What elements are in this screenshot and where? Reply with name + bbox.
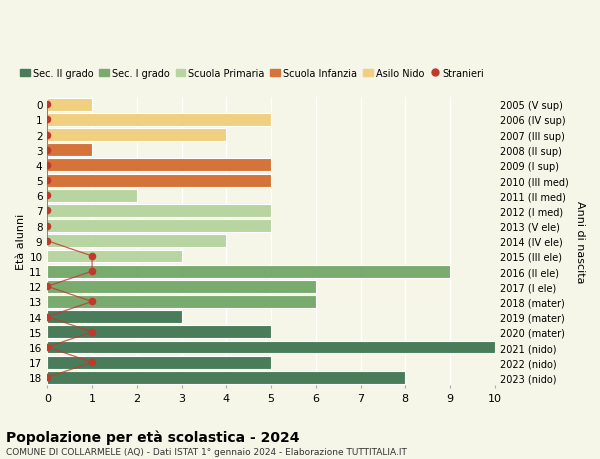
Text: Popolazione per età scolastica - 2024: Popolazione per età scolastica - 2024 (6, 429, 299, 444)
Bar (47, 280, 316, 293)
Bar (47, 144, 92, 157)
Bar (47, 326, 271, 339)
Legend: Sec. II grado, Sec. I grado, Scuola Primaria, Scuola Infanzia, Asilo Nido, Stran: Sec. II grado, Sec. I grado, Scuola Prim… (16, 65, 488, 83)
Y-axis label: Anni di nascita: Anni di nascita (575, 200, 585, 282)
Bar (47, 341, 495, 354)
Bar (47, 205, 271, 218)
Bar (47, 159, 271, 172)
Bar (47, 99, 92, 112)
Text: COMUNE DI COLLARMELE (AQ) - Dati ISTAT 1° gennaio 2024 - Elaborazione TUTTITALIA: COMUNE DI COLLARMELE (AQ) - Dati ISTAT 1… (6, 448, 407, 457)
Bar (47, 174, 271, 187)
Bar (47, 190, 137, 202)
Bar (47, 296, 316, 308)
Bar (47, 114, 271, 127)
Y-axis label: Età alunni: Età alunni (16, 213, 26, 269)
Bar (47, 220, 271, 233)
Bar (47, 356, 271, 369)
Bar (47, 371, 405, 384)
Bar (47, 250, 182, 263)
Bar (47, 311, 182, 324)
Bar (47, 265, 450, 278)
Bar (47, 235, 226, 248)
Bar (47, 129, 226, 142)
